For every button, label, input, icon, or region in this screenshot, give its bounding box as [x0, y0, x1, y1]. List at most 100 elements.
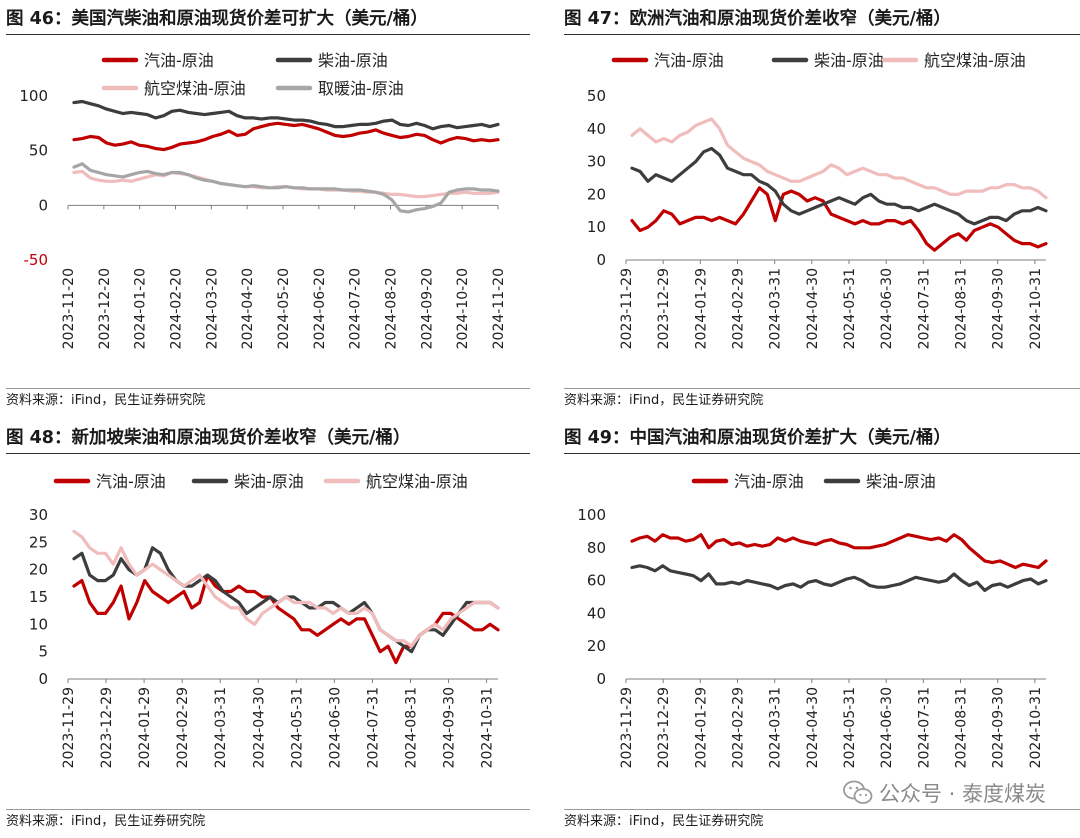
y-tick-label: 15 [29, 588, 48, 606]
x-tick-label: 2024-06-30 [327, 687, 343, 768]
x-tick-label: 2024-07-31 [365, 687, 381, 768]
y-tick-label: 0 [38, 670, 48, 688]
legend-item: 柴油-原油 [275, 51, 388, 70]
legend-item: 汽油-原油 [101, 51, 214, 70]
y-tick-label: 60 [587, 572, 606, 590]
series-line [630, 117, 1048, 200]
x-tick-label: 2024-11-20 [491, 268, 507, 349]
legend-item: 柴油-原油 [823, 472, 936, 491]
x-tick-label: 2024-06-20 [312, 268, 328, 349]
source-note: 资料来源：iFind，民生证券研究院 [6, 809, 530, 830]
x-tick-label: 2023-11-20 [61, 268, 77, 349]
panel-title: 图 47：欧洲汽油和原油现货价差收窄（美元/桶） [564, 4, 1080, 35]
y-tick-label: 80 [587, 539, 606, 557]
legend-item: 汽油-原油 [53, 472, 166, 491]
y-axis: -50 0 50 100 [19, 87, 48, 269]
source-note: 资料来源：iFind，民生证券研究院 [6, 388, 530, 409]
x-tick-label: 2024-03-31 [768, 268, 784, 349]
y-tick-label: 20 [29, 561, 48, 579]
x-tick-label: 2024-09-30 [442, 687, 458, 768]
x-tick-label: 2024-08-31 [954, 687, 970, 768]
y-tick-label: 40 [587, 604, 606, 622]
watermark: 公众号 · 泰度煤炭 [843, 778, 1046, 808]
x-tick-label: 2023-12-29 [656, 687, 672, 768]
x-tick-label: 2024-03-31 [213, 687, 229, 768]
x-tick-label: 2024-04-30 [805, 687, 821, 768]
legend-item: 汽油-原油 [611, 51, 724, 70]
x-tick-label: 2024-08-20 [384, 268, 400, 349]
y-tick-label: 0 [38, 196, 48, 214]
x-tick-label: 2024-04-20 [240, 268, 256, 349]
legend-label: 柴油-原油 [866, 472, 936, 491]
x-axis: 2023-11-20 2023-12-20 2024-01-20 2024-02-20… [61, 205, 507, 349]
legend-label: 汽油-原油 [734, 472, 804, 491]
y-tick-label: 40 [587, 120, 606, 138]
y-tick-label: -50 [24, 251, 49, 269]
y-tick-label: 5 [38, 643, 48, 661]
y-tick-label: 20 [587, 185, 606, 203]
y-tick-label: 20 [587, 637, 606, 655]
x-tick-label: 2024-10-31 [480, 687, 496, 768]
x-tick-label: 2024-02-20 [169, 268, 185, 349]
x-tick-label: 2023-11-29 [619, 687, 635, 768]
chart-fig48: 0 5 10 15 20 25 30 2023-11-29 2023-12-29 2024-01-… [29, 472, 500, 768]
series-line [72, 99, 500, 131]
x-tick-label: 2024-08-31 [954, 268, 970, 349]
x-tick-label: 2024-02-29 [175, 687, 191, 768]
panel-title: 图 49：中国汽油和原油现货价差扩大（美元/桶） [564, 423, 1080, 454]
legend-label: 汽油-原油 [654, 51, 724, 70]
legend-label: 取暖油-原油 [318, 79, 404, 98]
legend-label: 汽油-原油 [96, 472, 166, 491]
panel-title: 图 46：美国汽柴油和原油现货价差可扩大（美元/桶） [6, 4, 530, 35]
chart-fig47: 0 10 20 30 40 50 2023-11-29 2023-12-29 2024-01-2… [587, 51, 1048, 349]
wechat-icon [843, 780, 873, 804]
x-tick-label: 2024-06-30 [879, 268, 895, 349]
legend-label: 航空煤油-原油 [366, 472, 468, 491]
y-tick-label: 100 [577, 506, 606, 524]
x-tick-label: 2024-07-31 [916, 687, 932, 768]
y-tick-label: 10 [29, 615, 48, 633]
x-tick-label: 2024-03-20 [204, 268, 220, 349]
x-axis: 2023-11-29 2023-12-29 2024-01-29 2024-02-29… [619, 679, 1044, 768]
x-tick-label: 2024-10-31 [1028, 687, 1044, 768]
x-tick-label: 2024-04-30 [251, 687, 267, 768]
series-line [72, 121, 500, 152]
series-line [72, 529, 500, 648]
panel-fig47: 图 47：欧洲汽油和原油现货价差收窄（美元/桶） 0 10 20 30 40 50 2023… [564, 4, 1080, 424]
panel-title: 图 48：新加坡柴油和原油现货价差收窄（美元/桶） [6, 423, 530, 454]
series-line [630, 564, 1048, 592]
x-tick-label: 2023-12-20 [97, 268, 113, 349]
y-tick-label: 0 [596, 670, 606, 688]
legend-item: 汽油-原油 [691, 472, 804, 491]
y-axis: 0 5 10 15 20 25 30 [29, 506, 48, 688]
x-tick-label: 2024-01-29 [693, 687, 709, 768]
y-tick-label: 30 [587, 153, 606, 171]
chart-fig49: 0 20 40 60 80 100 2023-11-29 2023-12-29 2024-01-… [577, 472, 1048, 768]
y-tick-label: 10 [587, 218, 606, 236]
x-tick-label: 2024-07-20 [348, 268, 364, 349]
x-tick-label: 2024-01-29 [693, 268, 709, 349]
series-line [630, 186, 1048, 252]
x-tick-label: 2024-09-30 [991, 268, 1007, 349]
series-line [630, 533, 1048, 570]
legend-item: 取暖油-原油 [275, 79, 404, 98]
legend-item: 航空煤油-原油 [101, 79, 246, 98]
panel-fig49: 图 49：中国汽油和原油现货价差扩大（美元/桶） 0 20 40 60 80 100 202… [564, 423, 1080, 838]
watermark-text: 公众号 · 泰度煤炭 [878, 782, 1046, 806]
series-line [72, 573, 500, 665]
panel-fig48: 图 48：新加坡柴油和原油现货价差收窄（美元/桶） 0 5 10 15 20 25 30 20… [6, 423, 530, 838]
x-axis: 2023-11-29 2023-12-29 2024-01-29 2024-02-29… [619, 260, 1044, 349]
x-tick-label: 2024-09-20 [419, 268, 435, 349]
source-note: 资料来源：iFind，民生证券研究院 [564, 809, 1080, 830]
series-line [72, 162, 500, 214]
y-tick-label: 50 [29, 142, 48, 160]
x-tick-label: 2024-10-20 [455, 268, 471, 349]
x-tick-label: 2023-12-29 [99, 687, 115, 768]
x-tick-label: 2024-01-29 [137, 687, 153, 768]
y-tick-label: 100 [19, 87, 48, 105]
legend-label: 航空煤油-原油 [144, 79, 246, 98]
series-line [630, 146, 1048, 226]
legend-label: 汽油-原油 [144, 51, 214, 70]
legend-item: 柴油-原油 [771, 51, 884, 70]
